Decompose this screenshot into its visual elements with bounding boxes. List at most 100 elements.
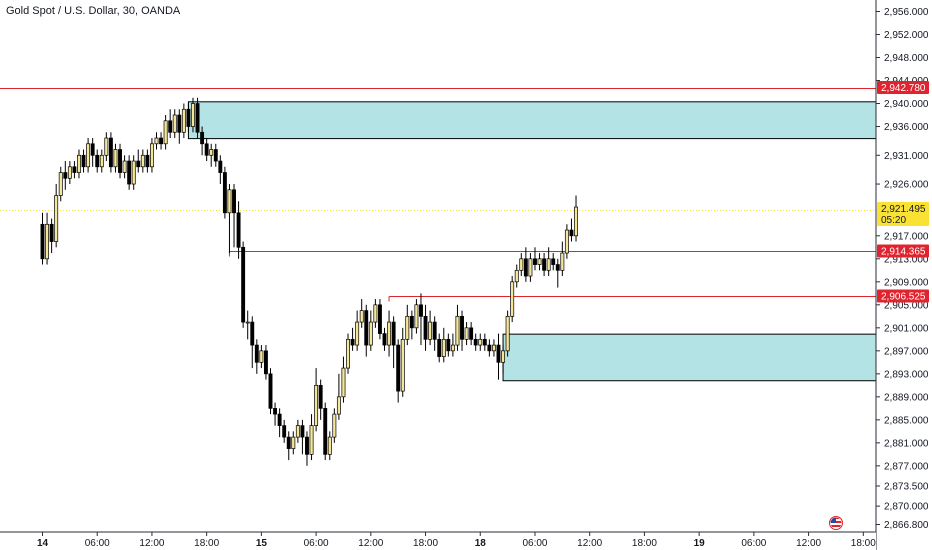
time-axis-background[interactable]	[0, 532, 876, 550]
price-tick-label: 2,881.000	[884, 438, 929, 449]
time-axis: 14 06:00 12:00 18:00 15 06:00 12:00 18:00 18 06:0…	[37, 532, 876, 549]
candle	[54, 184, 59, 248]
price-tick-label: 2,905.000	[884, 300, 929, 311]
candle-body-up	[400, 338, 405, 392]
candle-body-down	[81, 154, 86, 168]
time-tick-label: 18	[475, 538, 487, 549]
candle	[336, 373, 341, 420]
candle-body-down	[446, 338, 451, 352]
candle	[441, 327, 446, 363]
candle	[460, 310, 464, 351]
candle-body-down	[277, 413, 282, 426]
candle-body-down	[432, 321, 437, 340]
level-price-tag-1[interactable]	[877, 81, 929, 95]
candle-body-up	[510, 281, 515, 317]
candle-body-down	[90, 143, 95, 156]
candle-body-up	[149, 143, 154, 168]
candle	[232, 184, 236, 248]
candle-body-up	[314, 384, 319, 426]
time-tick-label: 14	[37, 538, 49, 549]
candle	[204, 138, 209, 162]
candle	[305, 431, 309, 466]
candle-body-up	[45, 223, 50, 260]
candle	[113, 143, 118, 173]
candle	[519, 253, 524, 277]
candlestick-series	[40, 97, 578, 466]
candle	[574, 195, 578, 242]
candle	[140, 149, 145, 173]
candle-body-down	[377, 304, 382, 334]
candle	[218, 155, 223, 185]
candle	[90, 138, 95, 167]
time-tick-label: 12:00	[139, 538, 164, 549]
candle-body-up	[450, 344, 455, 352]
candle	[186, 103, 191, 133]
candle	[250, 316, 255, 369]
us-flag-icon[interactable]	[829, 516, 843, 530]
price-tick-label: 2,870.000	[884, 502, 929, 513]
candle-body-down	[254, 344, 259, 363]
candle-body-down	[95, 154, 100, 168]
candle-body-down	[305, 436, 309, 455]
candle	[318, 379, 323, 420]
candle	[268, 368, 273, 415]
candle-body-down	[473, 338, 478, 346]
candle-body-up	[172, 114, 177, 133]
price-tick-label: 2,940.000	[884, 99, 929, 110]
candle-body-down	[118, 149, 122, 173]
time-tick-label: 06:00	[522, 538, 547, 549]
candle-body-down	[419, 304, 423, 317]
candle	[177, 109, 182, 144]
price-tick-label: 2,913.000	[884, 254, 929, 265]
candle	[496, 333, 501, 380]
candle-body-up	[209, 149, 214, 156]
candle	[236, 201, 241, 259]
candle	[327, 431, 332, 461]
candle	[464, 322, 469, 346]
current-price-tag[interactable]	[877, 201, 929, 226]
candle	[523, 247, 528, 282]
candle	[555, 258, 560, 288]
time-tick-label: 06:00	[85, 538, 110, 549]
zone-2[interactable]	[502, 333, 877, 382]
candle	[514, 264, 519, 288]
candle-body-up	[355, 321, 360, 346]
candle-body-up	[478, 338, 483, 346]
candle-body-up	[373, 304, 378, 323]
candle-body-up	[104, 137, 109, 156]
chart-title[interactable]: Gold Spot / U.S. Dollar, 30, OANDA	[6, 5, 181, 17]
price-tick-label: 2,952.000	[884, 30, 929, 41]
candle	[195, 97, 200, 139]
candle	[149, 138, 154, 173]
candle-body-up	[131, 160, 136, 185]
candle	[222, 166, 227, 219]
candle-body-down	[569, 229, 574, 237]
candle	[58, 166, 63, 202]
time-tick-label: 15	[256, 538, 268, 549]
zone-1[interactable]	[187, 101, 877, 140]
candle	[181, 103, 186, 139]
candle-body-up	[327, 436, 332, 455]
candle	[277, 408, 282, 438]
candle-body-down	[213, 149, 218, 162]
candle	[482, 333, 487, 351]
time-tick-label: 18:00	[194, 538, 219, 549]
candle-body-down	[423, 315, 428, 340]
candle-body-up	[574, 206, 578, 237]
candle	[49, 218, 54, 254]
candle	[469, 322, 474, 346]
level-price-tag-2[interactable]	[877, 244, 929, 258]
candle-body-up	[387, 321, 392, 346]
candle-body-up	[564, 229, 569, 254]
candle-body-up	[537, 258, 542, 265]
candle-body-up	[295, 425, 300, 438]
candle	[455, 304, 460, 351]
candle-body-down	[108, 137, 113, 168]
candle-body-down	[282, 425, 287, 438]
candle	[295, 419, 300, 443]
candle	[437, 333, 442, 363]
candle	[414, 299, 419, 334]
price-levels	[0, 88, 876, 302]
level-price-tag-3[interactable]	[877, 289, 929, 303]
